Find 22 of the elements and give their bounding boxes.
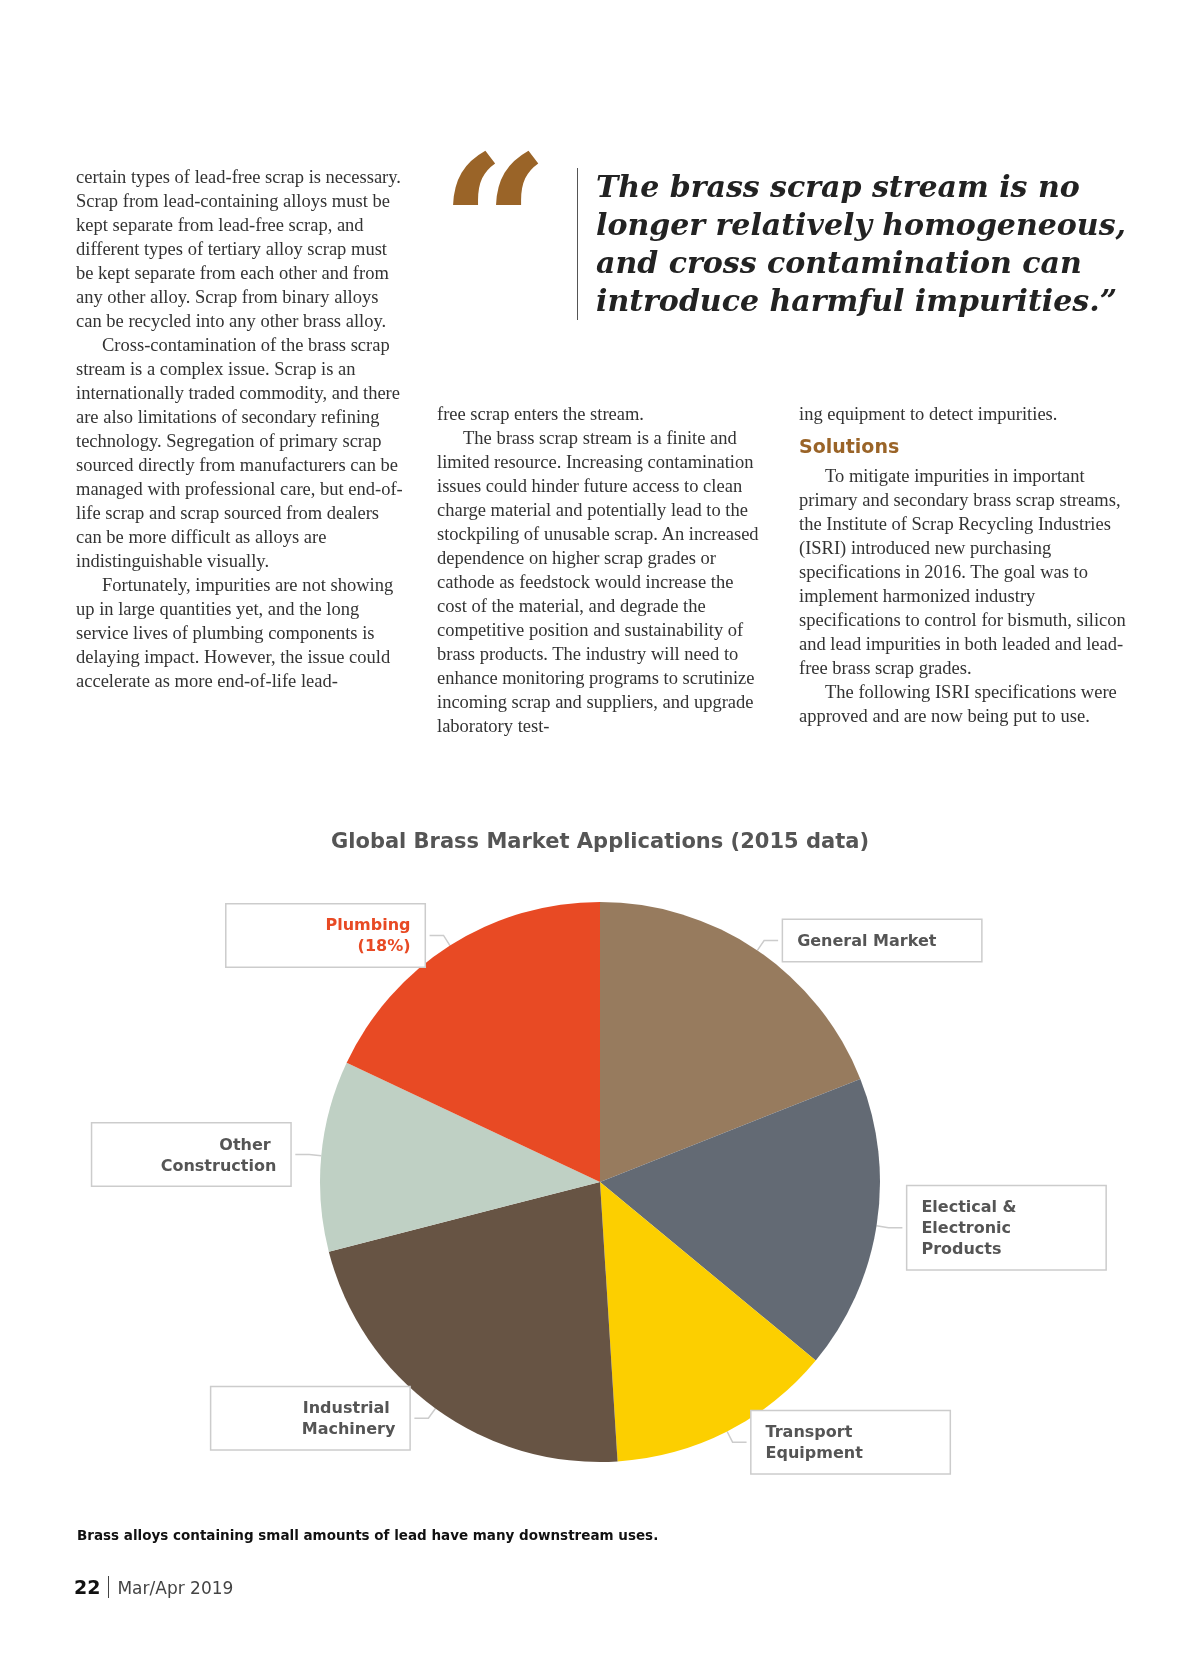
text: ing equipment to detect impurities.	[799, 403, 1059, 426]
chart-title: Global Brass Market Applications (2015 data)	[331, 828, 869, 853]
slice-label: Industrial Machinery	[301, 1398, 396, 1439]
text: certain types of lead-free scrap is necessary. Scrap from lead-containing alloys must be kept separate from lead-free scrap, and different types of tertiary alloy scrap must be kept separate from each other and from any other alloy. Scrap from binary alloys can be recycled into any other brass alloy.	[76, 166, 402, 333]
slice-label: General Market	[797, 930, 937, 950]
text: 22	[74, 1576, 110, 1598]
text: Mar/Apr 2019	[117, 1578, 234, 1598]
slice-label: Electical & Electronic Products	[921, 1197, 1023, 1259]
slice-label: Transport Equipment	[765, 1422, 864, 1463]
text: Solutions	[799, 434, 901, 458]
text: Fortunately, impurities are not showing up in large quantities yet, and the long service lives of plumbing components is delaying impact. However, the issue could accelerate as more end-of-life lead-	[76, 574, 395, 693]
text: “	[440, 113, 550, 336]
text: To mitigate impurities in important primary and secondary brass scrap streams, the Institute of Scrap Recycling Industries (ISRI) introduced new purchasing specifications in 2016. The goal was to implement harmonized industry specifications to control for bismuth, silicon and lead impurities in both leaded and lead-free brass scrap grades.	[799, 466, 1126, 678]
text: The brass scrap stream is no longer relatively homogeneous, and cross contamination can introduce harmful impurities.”	[577, 168, 1156, 320]
text: Brass alloys containing small amounts of lead have many downstream uses.	[77, 1527, 659, 1543]
text: The following ISRI specifications were approved and are now being put to use.	[799, 681, 1118, 728]
slice-label: Plumbing	[325, 915, 411, 935]
slice-label: Other Construction	[160, 1134, 277, 1175]
text: Cross-contamination of the brass scrap stream is a complex issue. Scrap is an internationally traded commodity, and there are also limitations of secondary refining technology. Segregation of primary scrap sourced directly from manufacturers can be managed with professional care, but end-of-life scrap and scrap sourced from dealers can be more difficult as alloys are indistinguishable visually.	[76, 335, 403, 571]
data-label: (18%)	[357, 936, 411, 956]
text: The brass scrap stream is a finite and limited resource. Increasing contamination issues could hinder future access to clean charge material and potentially lead to the stockpiling of unusable scrap. An increased dependence on higher scrap grades or cathode as feedstock would increase the cost of the material, and degrade the competitive position and sustainability of brass products. The industry will need to enhance monitoring programs to scrutinize incoming scrap and suppliers, and upgrade laboratory test-	[437, 428, 759, 736]
text: free scrap enters the stream.	[437, 403, 645, 426]
